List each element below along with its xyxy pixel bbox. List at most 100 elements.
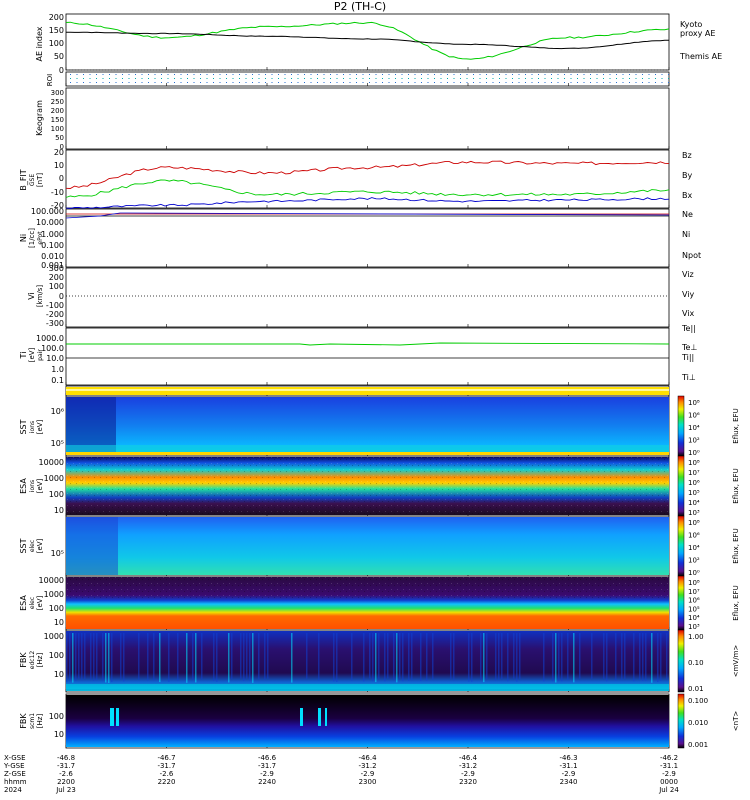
roi-dot [278,82,279,83]
legend-te-perp: Te⊥ [681,343,697,352]
roi-ylabel: ROI [46,74,54,86]
legend-by: By [682,171,692,180]
roi-dot [388,82,390,83]
roi-dot [401,74,403,75]
bfield-ytick-3: -10 [51,188,64,197]
fbk-e-stripe [660,633,662,681]
legend-ti-par: Ti|| [681,353,694,362]
fbk-e-stripe [666,633,668,680]
fbk-e-stripe [453,633,455,681]
fbk-e-stripe [123,633,125,682]
roi-dot [557,82,559,83]
legend-vix: Vix [682,309,695,318]
fbk-e-stripe [621,633,623,681]
sst-elec-ylabel-1: elec [29,540,36,552]
roi-dot [622,74,624,75]
fbk-e-stripe [573,633,575,683]
fbk-e-stripe [69,633,71,682]
colorbar [677,575,685,631]
roi-dot [434,82,435,83]
fbk-e-stripe [291,633,293,683]
fbk-e-stripe [333,633,335,682]
roi-dot [479,82,481,83]
roi-dot [525,82,526,83]
fbk-e-stripe [147,633,149,681]
roi-dot [213,82,214,83]
fbk-e-stripe [486,633,488,680]
fbk-e-stripe [195,633,197,683]
roi-dot [544,78,546,79]
temp-ytick-4: 0.1 [51,376,64,385]
fbk-e-stripe [93,633,95,681]
fbk-e-stripe [558,633,560,681]
xaxis-tick-label: -31.2 [459,762,477,770]
density-ylabel-0: Ni [19,234,28,242]
fbk-e-stripe [249,633,251,681]
fbk-e-stripe [501,633,503,679]
roi-dot [577,78,578,79]
fbk-e-stripe [426,633,428,681]
xaxis-tick-label: -2.6 [59,770,73,778]
roi-dot [148,78,149,79]
keogram-ytick-0: 300 [51,89,64,97]
roi-dot [512,78,513,79]
velocity-ylabel-1: [km/s] [36,285,44,308]
xaxis-row-label-0: X-GSE [4,754,26,762]
colorbar-tick: 10⁵ [688,605,700,613]
sst-ion-ylabel-0: SST [19,419,28,434]
fbk-e-stripe [84,633,86,679]
roi-dot [492,78,494,79]
fbk-b-panel: FBK scm1 [Hz] 100 10 [19,695,669,747]
roi-dot [583,78,585,79]
roi-dot [148,82,149,83]
density-ytick-2: 1.000 [41,230,64,239]
roi-dot [473,78,474,79]
roi-dot [382,78,383,79]
roi-dot [89,74,91,75]
roi-dot [642,74,643,75]
roi-dot [122,78,123,79]
fbk-e-ytick-2: 10 [54,670,64,679]
roi-dot [590,78,591,79]
fbk-e-ylabel-0: FBK [19,652,28,668]
roi-dot [479,78,481,79]
colorbar-label: Eflux, EFU [732,585,740,620]
esa-elec-ytick-0: 10000 [39,576,64,585]
roi-dot [89,78,91,79]
roi-dot [219,74,221,75]
ae-ytick-1: 150 [49,26,64,35]
temp-ylabel-0: Ti [19,352,28,360]
ae-ytick-2: 100 [49,39,64,48]
density-ytick-3: 0.100 [41,241,64,250]
roi-dot [668,74,669,75]
fbk-e-stripe [192,633,194,680]
roi-dot [369,74,370,75]
density-panel: Ni [1/cc] ePot 100.000 10.000 1.000 0.10… [19,207,670,270]
roi-dot [486,82,487,83]
fbk-e-stripe [318,633,320,681]
fbk-b-stripe [325,708,327,726]
xaxis-tick-label: Jul 24 [658,786,679,794]
colorbar-tick: 0.01 [688,685,704,693]
fbk-e-stripe [231,633,233,680]
roi-dot [492,82,494,83]
roi-dot [219,78,221,79]
esa-elec-ytick-1: 1000 [44,590,64,599]
esa-elec-ylabel-2: [eV] [36,595,44,610]
esa-ion-ytick-2: 100 [49,490,64,499]
velocity-ytick-6: -300 [46,319,64,328]
esa-ion-ylabel-0: ESA [19,478,28,494]
sst-ion-ylabel-2: [eV] [36,419,44,434]
colorbar-tick: 10⁵ [688,489,700,497]
temperature-panel: Ti [eV] pair 1000.0 100.0 10.0 1.0 0.1 T… [19,334,697,385]
roi-dot [590,74,591,75]
bfield-ytick-0: 20 [54,148,64,157]
roi-dot [349,78,351,79]
roi-dot [538,74,539,75]
roi-dot [382,74,383,75]
fbk-b-stripes [110,708,327,726]
roi-dot [544,74,546,75]
sst-ion-panel: SST ions [eV] 10⁶ 10⁵ [19,397,669,455]
fbk-e-stripe [102,633,104,681]
roi-dot [297,82,299,83]
